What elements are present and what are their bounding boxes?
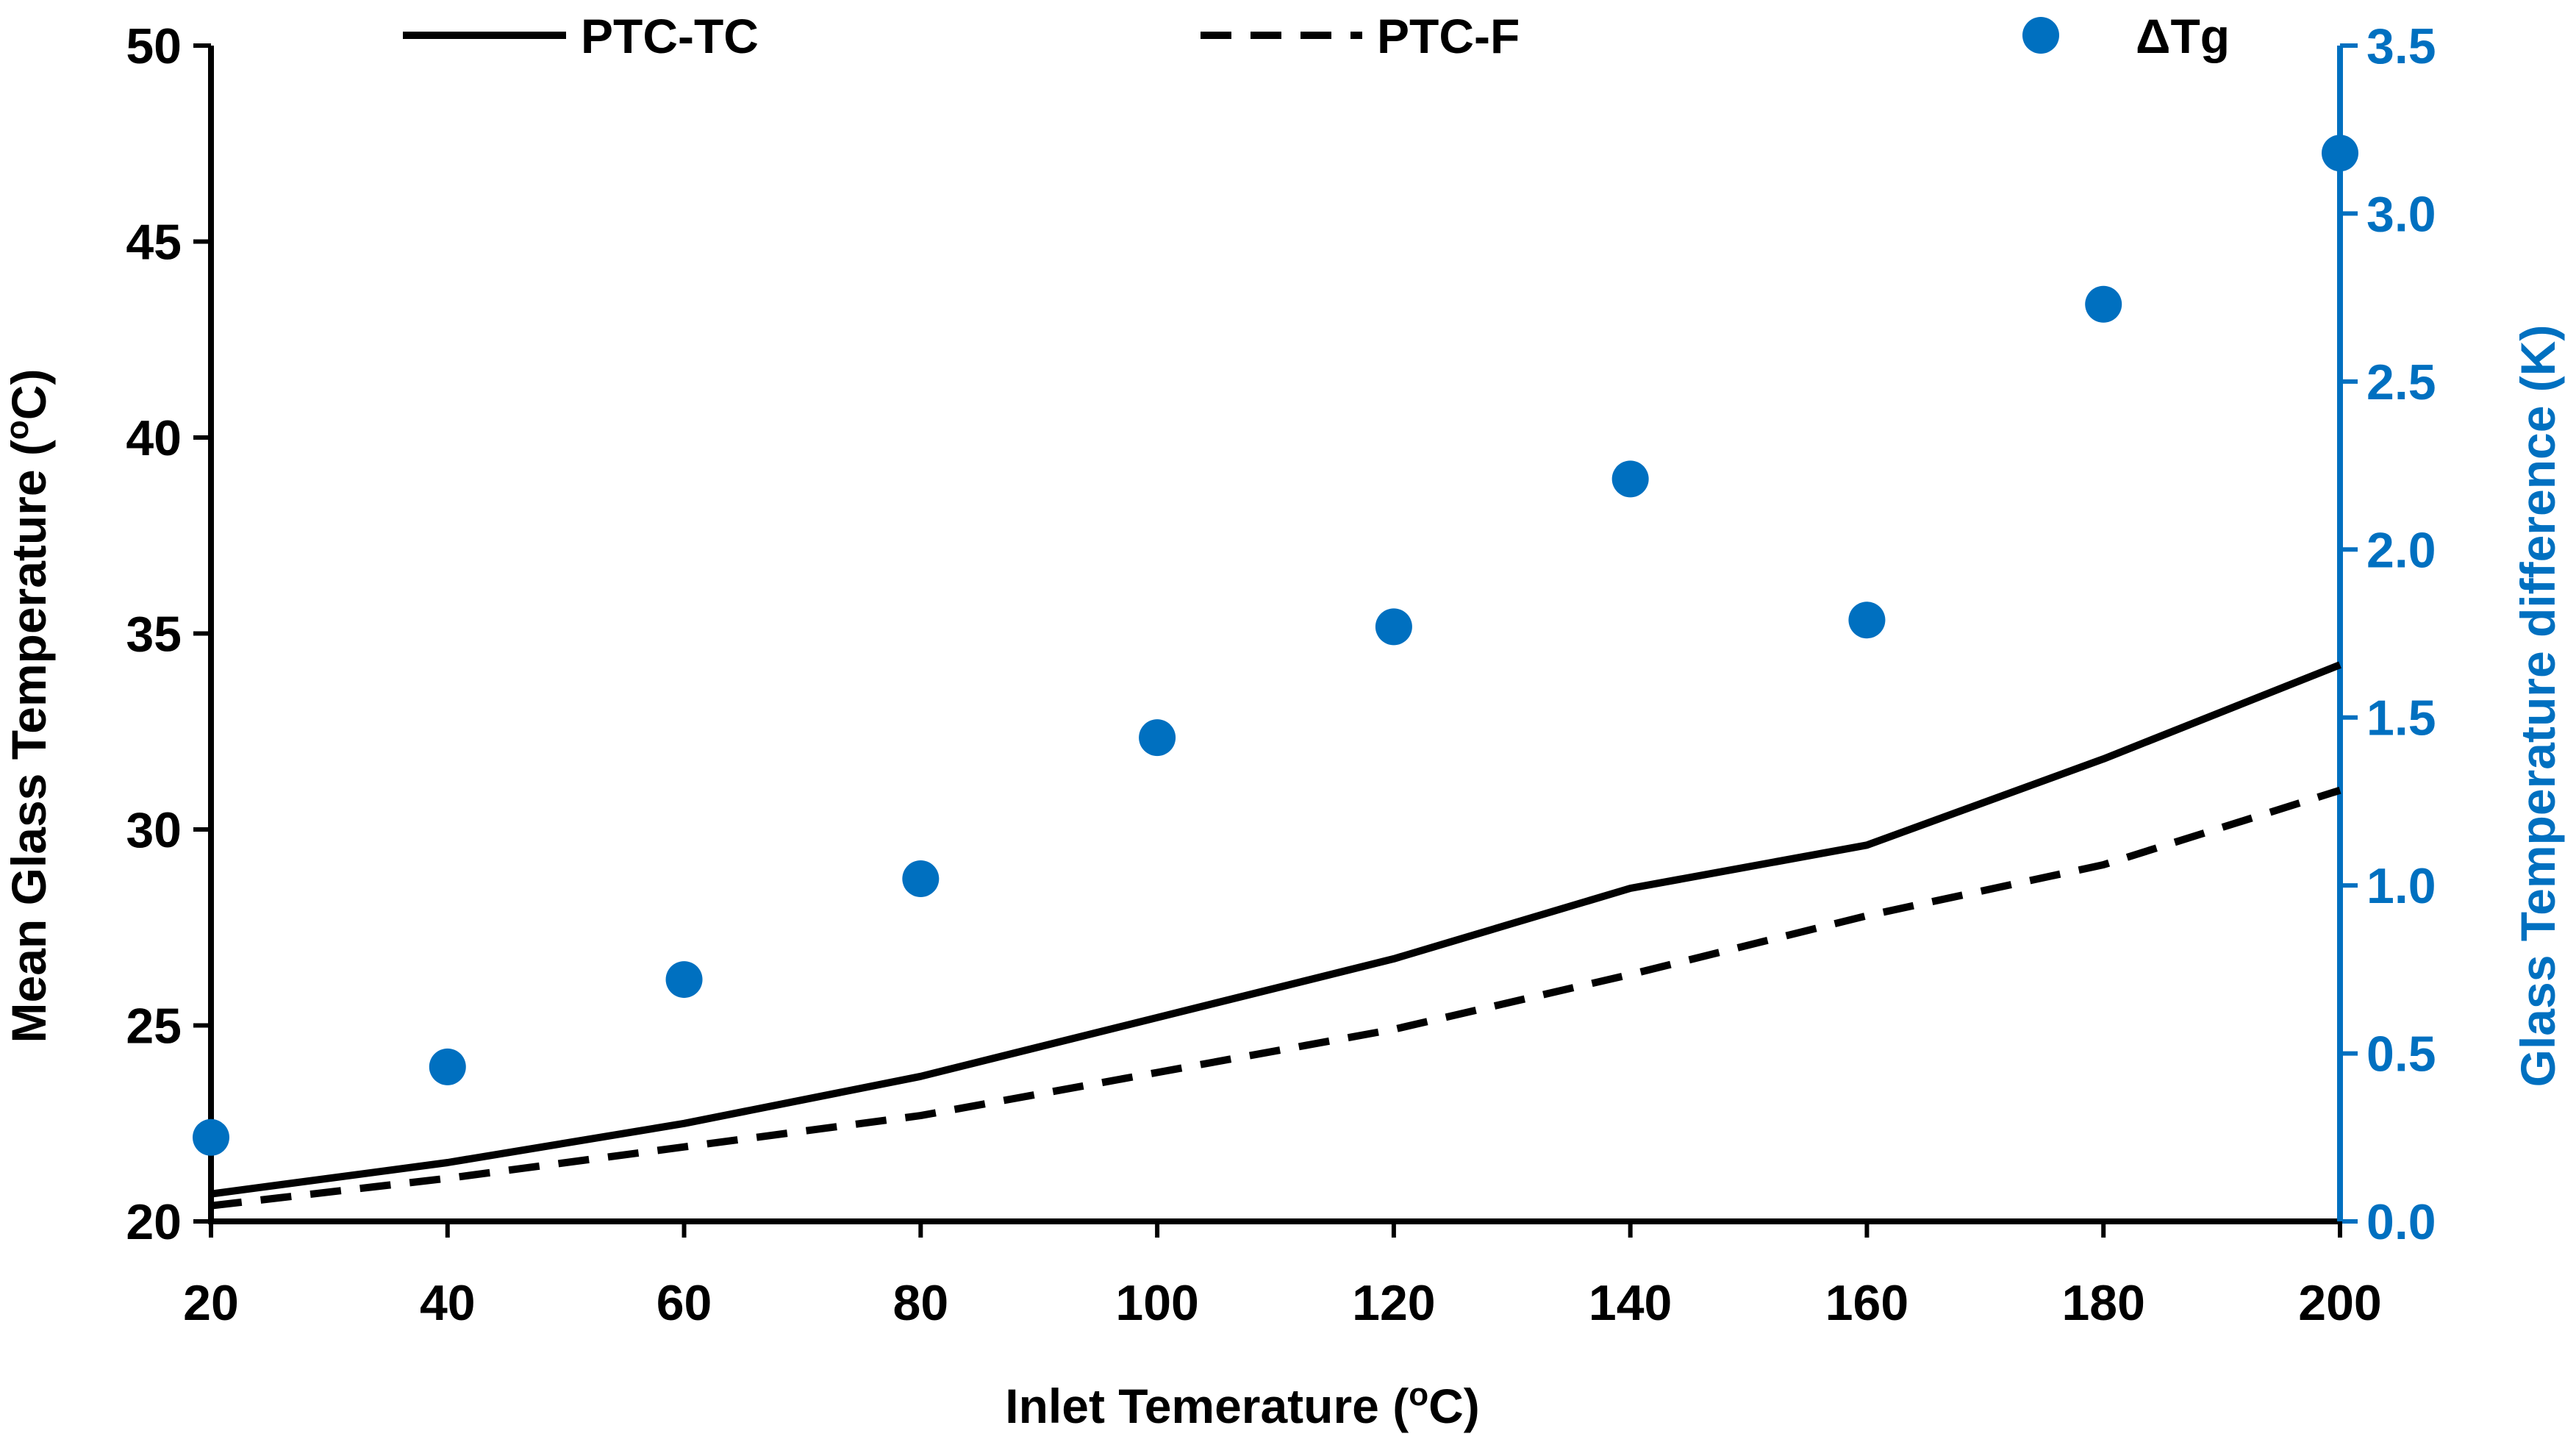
left-tick-label: 25 [126,999,182,1054]
left-tick-label: 40 [126,410,182,466]
left-tick-label: 30 [126,802,182,858]
y-axis-label-left: Mean Glass Temperature (oC) [0,369,56,1043]
x-tick-label: 160 [1825,1275,1908,1331]
x-tick-label: 140 [1589,1275,1672,1331]
point-delta-tg-180 [2085,285,2122,323]
point-delta-tg-200 [2322,135,2358,172]
right-tick-label: 2.0 [2366,522,2436,578]
x-axis-label-sup: o [1409,1377,1428,1413]
left-tick-label: 45 [126,215,182,271]
right-tick-label: 3.0 [2366,186,2436,242]
series-line-ptc-f [210,786,2341,1210]
x-axis-ticks: 20 40 60 80 100 120 140 160 180 200 [183,1221,2382,1331]
x-axis-label: Inlet Temerature (oC) [1005,1377,1479,1434]
right-tick-label: 3.5 [2366,18,2436,74]
y-axis-label-left-sup: o [0,420,35,440]
point-delta-tg-20 [193,1118,229,1156]
point-delta-tg-160 [1848,602,1886,639]
x-tick-label: 100 [1115,1275,1198,1331]
legend-label-delta-tg: ΔTg [2136,9,2230,63]
right-axis-ticks: 0.0 0.5 1.0 1.5 2.0 2.5 3.0 3.5 [2340,18,2436,1250]
y-axis-label-right: Glass Temperature difference (K) [2511,325,2565,1088]
x-tick-label: 60 [656,1275,712,1331]
right-tick-label: 1.0 [2366,858,2436,914]
x-tick-label: 200 [2298,1275,2381,1331]
legend: PTC-TC PTC-F ΔTg [403,9,2230,63]
point-delta-tg-80 [902,860,940,898]
right-tick-label: 2.5 [2366,354,2436,410]
right-tick-label: 0.5 [2366,1027,2436,1082]
left-tick-label: 20 [126,1194,182,1250]
x-tick-label: 180 [2061,1275,2144,1331]
x-tick-label: 80 [893,1275,949,1331]
right-tick-label: 1.5 [2366,690,2436,746]
point-delta-tg-140 [1611,460,1649,498]
point-delta-tg-120 [1375,608,1412,646]
x-tick-label: 20 [183,1275,239,1331]
left-axis-ticks: 20 25 30 35 40 45 50 [126,18,211,1250]
x-tick-label: 40 [420,1275,476,1331]
point-delta-tg-60 [665,961,703,999]
x-tick-label: 120 [1352,1275,1435,1331]
right-tick-label: 0.0 [2366,1194,2436,1250]
series-line-ptc-tc [210,661,2341,1198]
left-tick-label: 35 [126,607,182,663]
legend-label-ptc-tc: PTC-TC [581,9,759,63]
point-delta-tg-40 [429,1048,466,1085]
axes [208,46,2343,1224]
series-group [193,135,2358,1210]
left-tick-label: 50 [126,18,182,74]
legend-marker-delta-tg [2022,17,2059,54]
legend-label-ptc-f: PTC-F [1377,9,1520,63]
point-delta-tg-100 [1139,719,1176,757]
